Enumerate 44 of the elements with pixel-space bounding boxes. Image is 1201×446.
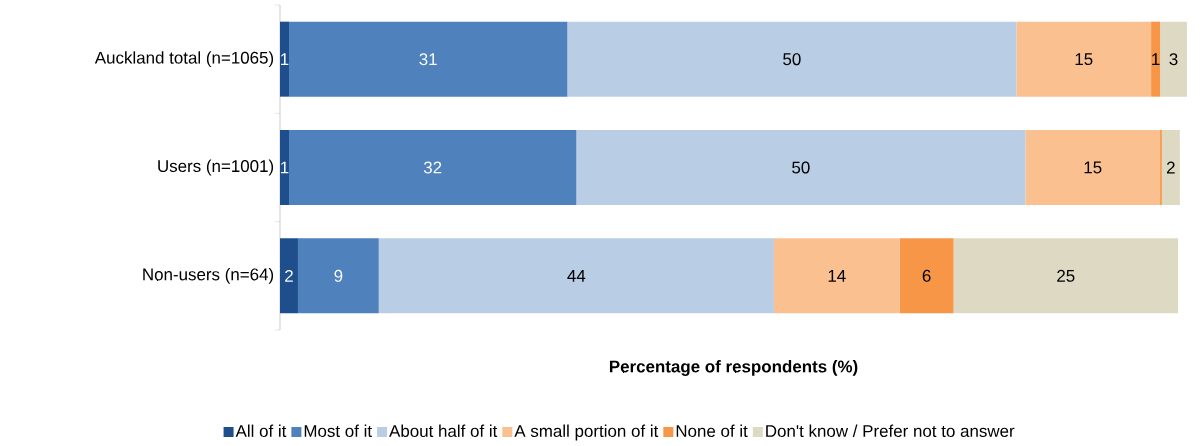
bar bbox=[288, 130, 577, 205]
bar bbox=[567, 21, 1017, 97]
y-tick-label: Non-users (n=64) bbox=[143, 267, 274, 284]
legend-label: About half of it bbox=[389, 424, 498, 438]
bar bbox=[288, 21, 568, 97]
bar bbox=[1160, 21, 1188, 97]
data-label: 9 bbox=[334, 269, 343, 282]
data-label: 15 bbox=[1075, 53, 1093, 66]
legend-label: Most of it bbox=[304, 424, 372, 438]
data-label: 25 bbox=[1057, 269, 1075, 282]
x-axis-title: Percentage of respondents (%) bbox=[609, 360, 858, 376]
bar bbox=[280, 238, 298, 314]
y-tick-label: Users (n=1001) bbox=[158, 159, 274, 176]
bar bbox=[773, 238, 900, 314]
data-label: 1 bbox=[281, 161, 289, 174]
bar bbox=[1161, 130, 1180, 205]
data-label: 14 bbox=[828, 270, 846, 282]
y-tick-label: Auckland total (n=1065) bbox=[94, 51, 274, 68]
bar bbox=[280, 130, 289, 205]
data-label: 50 bbox=[792, 161, 810, 174]
data-label: 1 bbox=[1152, 53, 1160, 65]
legend-label: A small portion of it bbox=[514, 424, 659, 441]
legend-label: Don't know / Prefer not to answer bbox=[766, 424, 1015, 438]
data-label: 50 bbox=[783, 53, 801, 66]
data-label: 31 bbox=[419, 53, 437, 66]
data-label: 32 bbox=[423, 161, 442, 174]
bar bbox=[953, 238, 1179, 314]
bar bbox=[1016, 21, 1152, 97]
legend-label: All of it bbox=[235, 424, 287, 438]
bar bbox=[297, 238, 379, 314]
bar bbox=[899, 238, 954, 314]
bar bbox=[1025, 130, 1161, 205]
bar bbox=[1151, 21, 1161, 97]
bar bbox=[378, 238, 774, 314]
bar bbox=[280, 21, 289, 97]
bar bbox=[576, 130, 1026, 205]
data-label: 6 bbox=[922, 269, 931, 282]
data-label: 44 bbox=[567, 270, 586, 282]
data-label: 3 bbox=[1169, 53, 1178, 66]
data-label: 2 bbox=[1167, 161, 1175, 174]
data-label: 2 bbox=[285, 269, 293, 282]
data-label: 1 bbox=[281, 53, 289, 65]
data-label: 15 bbox=[1084, 161, 1102, 174]
legend-label: None of it bbox=[676, 424, 748, 438]
